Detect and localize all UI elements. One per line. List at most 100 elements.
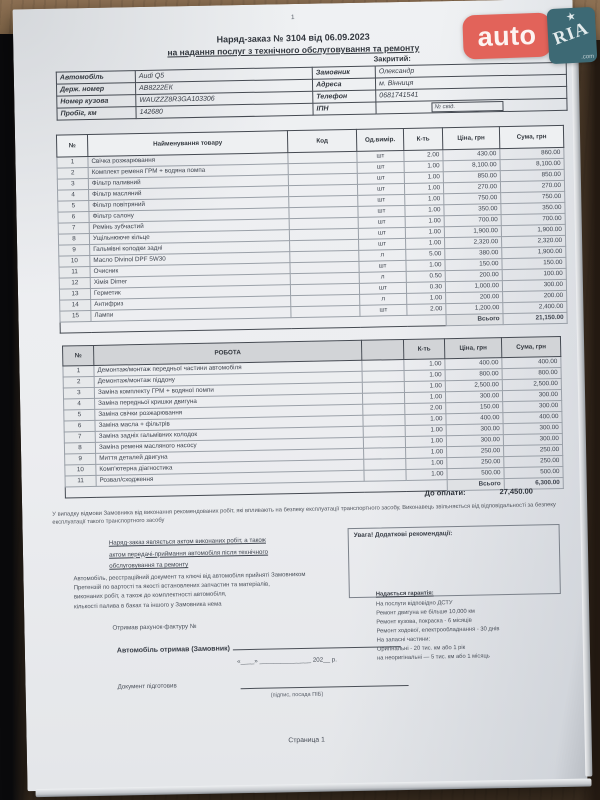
goods-cell-unit: шт	[358, 216, 406, 229]
works-cell-sum: 300.00	[502, 389, 562, 402]
document-paper: 1 Наряд-заказ № 3104 від 06.09.2023 на н…	[12, 0, 588, 792]
goods-col-header: Ціна, грн	[442, 126, 500, 150]
goods-cell-sum: 700.00	[501, 213, 566, 226]
works-cell-num: 11	[65, 475, 97, 488]
works-cell-blank	[363, 458, 406, 471]
goods-cell-sum: 300.00	[502, 279, 567, 292]
works-cell-blank	[363, 447, 406, 460]
works-cell-num: 8	[64, 442, 96, 455]
goods-cell-qty: 5.00	[405, 248, 445, 261]
goods-cell-num: 10	[58, 255, 90, 268]
works-body: 1 Демонтаж/монтаж передньої частини автом…	[62, 356, 564, 488]
goods-cell-num: 1	[56, 156, 89, 169]
goods-cell-num: 8	[58, 233, 90, 246]
warranty-block: Надається гарантія: На послуги відповідн…	[376, 587, 555, 663]
invoice-received-line: Отримав рахунок-фактуру №	[112, 623, 197, 632]
works-col-header: Ціна, грн	[444, 337, 502, 359]
goods-cell-unit: шт	[359, 282, 407, 295]
goods-cell-sum: 150.00	[501, 257, 567, 270]
works-cell-sum: 800.00	[502, 367, 562, 380]
goods-cell-price: 200.00	[445, 269, 503, 282]
signature-caption: (підпис, посада ПІБ)	[270, 691, 324, 699]
works-cell-num: 6	[63, 420, 96, 433]
prepared-by-label: Документ підготовив	[117, 682, 177, 691]
goods-cell-price: 270.00	[443, 181, 501, 194]
goods-cell-num: 15	[59, 310, 92, 323]
goods-cell-num: 11	[59, 266, 91, 279]
works-cell-blank	[362, 392, 405, 405]
goods-cell-num: 5	[57, 200, 89, 213]
works-col-header	[361, 339, 404, 361]
goods-cell-qty: 1.00	[404, 204, 445, 217]
works-cell-sum: 300.00	[503, 422, 563, 435]
goods-col-header: К-ть	[403, 127, 443, 151]
works-cell-price: 300.00	[445, 390, 503, 403]
goods-col-header: Од.вимір.	[356, 128, 404, 152]
works-cell-qty: 1.00	[405, 424, 447, 437]
works-cell-sum: 500.00	[503, 466, 564, 479]
goods-cell-price: 1,900.00	[444, 225, 502, 238]
goods-col-header: Сума, грн	[499, 125, 564, 149]
goods-cell-num: 2	[57, 167, 89, 180]
works-cell-blank	[362, 403, 405, 416]
goods-cell-price: 1,000.00	[445, 280, 503, 293]
goods-cell-price: 350.00	[443, 203, 502, 216]
works-cell-price: 300.00	[446, 434, 504, 447]
autoria-logo: auto ★ RIA .com	[462, 6, 598, 65]
works-cell-price: 500.00	[446, 467, 505, 480]
act-note-line: Наряд-заказ являється актом виконаних ро…	[108, 536, 266, 547]
act-note-line: актом передачі-приймання автомобіля післ…	[108, 548, 269, 559]
works-cell-blank	[363, 469, 407, 482]
acceptance-line: кількості палива в баках та іншого у Зам…	[73, 601, 222, 610]
goods-col-header: Код	[287, 129, 357, 153]
goods-cell-qty: 1.00	[406, 292, 446, 305]
goods-cell-qty: 1.00	[405, 237, 445, 250]
works-cell-qty: 1.00	[405, 457, 447, 470]
works-cell-blank	[363, 436, 406, 449]
goods-cell-unit: шт	[357, 194, 405, 207]
goods-cell-sum: 2,400.00	[502, 301, 567, 314]
warranty-lines: На послуги відповідно ДСТУ Ремонт двигуна…	[376, 597, 555, 663]
goods-cell-unit: шт	[357, 172, 405, 185]
goods-cell-qty: 0.50	[406, 270, 446, 283]
vehicle-field-label: ІПН	[312, 101, 377, 116]
goods-cell-qty: 1.00	[404, 171, 444, 184]
works-cell-price: 800.00	[445, 368, 503, 381]
refusal-disclaimer-text: У випадку відмови Замовника від виконанн…	[52, 502, 556, 526]
goods-cell-price: 1,200.00	[445, 302, 503, 315]
date-blank-line: «____» _______________ 202__ р.	[237, 656, 337, 666]
works-cell-sum: 2,500.00	[502, 378, 562, 391]
works-cell-sum: 400.00	[501, 356, 562, 369]
goods-cell-price: 430.00	[442, 148, 501, 161]
customer-signature-line	[232, 640, 401, 651]
goods-cell-sum: 350.00	[500, 202, 566, 215]
works-cell-qty: 1.00	[405, 468, 448, 481]
goods-cell-num: 13	[59, 288, 91, 301]
certificate-number-box: № свід.	[431, 101, 504, 113]
goods-cell-price: 380.00	[444, 247, 502, 260]
closed-status-label: Закритий:	[373, 53, 411, 64]
goods-cell-unit: шт	[358, 260, 407, 273]
works-cell-qty: 1.00	[404, 369, 446, 382]
works-cell-num: 3	[63, 387, 95, 400]
works-cell-qty: 1.00	[404, 391, 446, 404]
goods-cell-sum: 860.00	[499, 147, 565, 160]
goods-cell-price: 8,100.00	[443, 159, 501, 172]
auto-logo-text: auto	[476, 19, 537, 52]
goods-cell-num: 7	[58, 222, 90, 235]
amount-due-label: До оплати:	[424, 487, 466, 498]
works-cell-num: 1	[62, 365, 95, 378]
goods-cell-sum: 1,900.00	[501, 246, 566, 259]
goods-cell-price: 700.00	[444, 214, 502, 227]
works-col-header: №	[62, 345, 94, 367]
works-cell-qty: 1.00	[404, 413, 447, 426]
works-cell-sum: 300.00	[502, 400, 562, 413]
goods-cell-sum: 100.00	[502, 268, 567, 281]
goods-cell-price: 150.00	[444, 258, 503, 271]
works-col-header: Сума, грн	[501, 336, 561, 358]
works-cell-num: 4	[63, 398, 95, 411]
works-cell-price: 400.00	[445, 412, 504, 425]
goods-cell-unit: шт	[358, 227, 406, 240]
goods-cell-price: 850.00	[443, 170, 501, 183]
